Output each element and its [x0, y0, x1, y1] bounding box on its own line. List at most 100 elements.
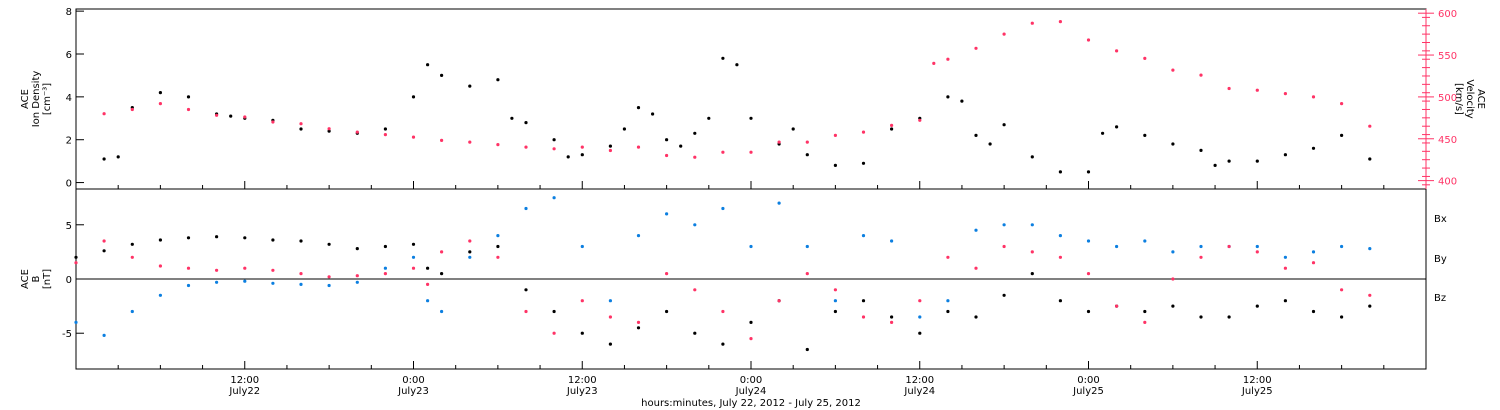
legend-by: By — [1434, 254, 1447, 265]
density-series-point — [1171, 142, 1175, 146]
density-series-point — [158, 91, 162, 95]
top-y-tick-label: 0 — [66, 179, 72, 190]
bz-series-point — [1255, 250, 1259, 254]
by-series-point — [468, 255, 472, 259]
velocity-series-point — [1283, 92, 1287, 96]
by-series-point — [833, 299, 838, 303]
density-series-point — [721, 56, 725, 60]
velocity-tick-label: 500 — [1438, 93, 1457, 104]
bx-series-point — [1058, 299, 1062, 303]
bx-series-point — [890, 315, 894, 319]
velocity-series-point — [552, 147, 556, 151]
bz-series-point — [1002, 244, 1006, 249]
top-ylabel-line2: Ion Density — [31, 71, 42, 128]
by-series-point — [974, 228, 978, 232]
velocity-series-point — [299, 122, 303, 126]
velocity-series-point — [1255, 88, 1259, 92]
by-series-point — [918, 315, 922, 319]
density-series-point — [707, 116, 711, 120]
bz-series-point — [974, 266, 978, 270]
x-tick-date-label: July22 — [228, 386, 260, 397]
bottom-ylabel-line3: [nT] — [42, 269, 53, 289]
velocity-series-point — [496, 143, 500, 147]
bz-series-point — [721, 309, 725, 314]
velocity-series-point — [524, 145, 528, 149]
bottom-y-tick-label: 0 — [66, 275, 72, 286]
bz-series-point — [1340, 288, 1344, 292]
bx-series-point — [1255, 304, 1259, 308]
velocity-series-point — [383, 133, 387, 137]
velocity-series-point — [749, 150, 753, 154]
bx-series-point — [1002, 293, 1006, 297]
velocity-series-point — [468, 140, 472, 144]
top-ylabel-line1: ACE — [20, 89, 31, 109]
bx-series-point — [158, 238, 162, 242]
density-series-point — [1030, 155, 1034, 159]
bz-series-point — [861, 315, 866, 319]
density-series-point — [1213, 163, 1217, 167]
bz-series-point — [665, 272, 669, 276]
density-series-point — [580, 153, 584, 157]
velocity-tick-label: 600 — [1438, 9, 1457, 20]
velocity-series-point — [861, 130, 866, 134]
by-series-point — [355, 280, 359, 284]
bx-series-point — [1199, 315, 1203, 319]
bx-series-point — [552, 309, 556, 314]
density-series-point — [468, 84, 472, 88]
bz-series-point — [524, 309, 528, 314]
bx-series-point — [243, 236, 247, 240]
x-tick-time-label: 12:00 — [568, 375, 597, 386]
velocity-series-point — [636, 145, 641, 149]
bx-series-point — [1283, 299, 1287, 303]
velocity-series-point — [1115, 49, 1119, 53]
by-series-point — [1171, 250, 1175, 254]
bz-series-point — [1227, 244, 1231, 249]
velocity-series-point — [890, 123, 894, 127]
velocity-series-point — [243, 115, 247, 119]
by-series-point — [102, 333, 106, 337]
bx-series-point — [721, 342, 725, 346]
velocity-series-point — [440, 138, 444, 142]
velocity-series-point — [608, 148, 613, 153]
density-series-point — [496, 78, 500, 82]
density-series-point — [1058, 170, 1062, 174]
bz-series-point — [215, 268, 219, 272]
bx-series-point — [496, 244, 500, 249]
bx-series-point — [102, 249, 106, 253]
by-series-point — [1086, 239, 1091, 243]
density-series-point — [890, 127, 894, 131]
by-series-point — [946, 299, 950, 303]
bx-series-point — [271, 238, 275, 242]
top-y2label-line2: Velocity — [1464, 79, 1475, 118]
bz-series-point — [243, 266, 247, 270]
by-series-point — [186, 283, 191, 288]
density-series-point — [1368, 157, 1372, 161]
bx-series-point — [665, 309, 669, 314]
bottom-y-tick-label: 5 — [66, 221, 72, 232]
by-series-point — [496, 234, 500, 238]
by-series-point — [271, 281, 275, 285]
bx-series-point — [468, 250, 472, 254]
bz-series-point — [890, 320, 894, 324]
velocity-series-point — [1086, 38, 1091, 42]
x-axis-title: hours:minutes, July 22, 2012 - July 25, … — [641, 398, 861, 409]
density-series-point — [1340, 133, 1344, 137]
density-series-point — [665, 138, 669, 142]
bz-series-point — [1199, 255, 1203, 259]
bx-series-point — [636, 326, 641, 330]
bz-series-point — [777, 299, 781, 303]
velocity-series-point — [355, 130, 359, 134]
x-tick-date-label: July23 — [566, 386, 598, 397]
by-series-point — [721, 206, 725, 211]
velocity-tick-label: 450 — [1438, 135, 1457, 146]
bottom-y-tick-label: -5 — [62, 329, 72, 340]
density-series-point — [1227, 159, 1231, 163]
density-series-point — [861, 161, 866, 165]
velocity-series-point — [1368, 124, 1372, 128]
velocity-series-point — [918, 118, 922, 122]
bz-series-point — [102, 239, 106, 243]
bx-series-point — [1086, 309, 1091, 314]
velocity-series-point — [215, 113, 219, 117]
density-series-point — [1115, 125, 1119, 129]
velocity-series-point — [721, 150, 725, 154]
